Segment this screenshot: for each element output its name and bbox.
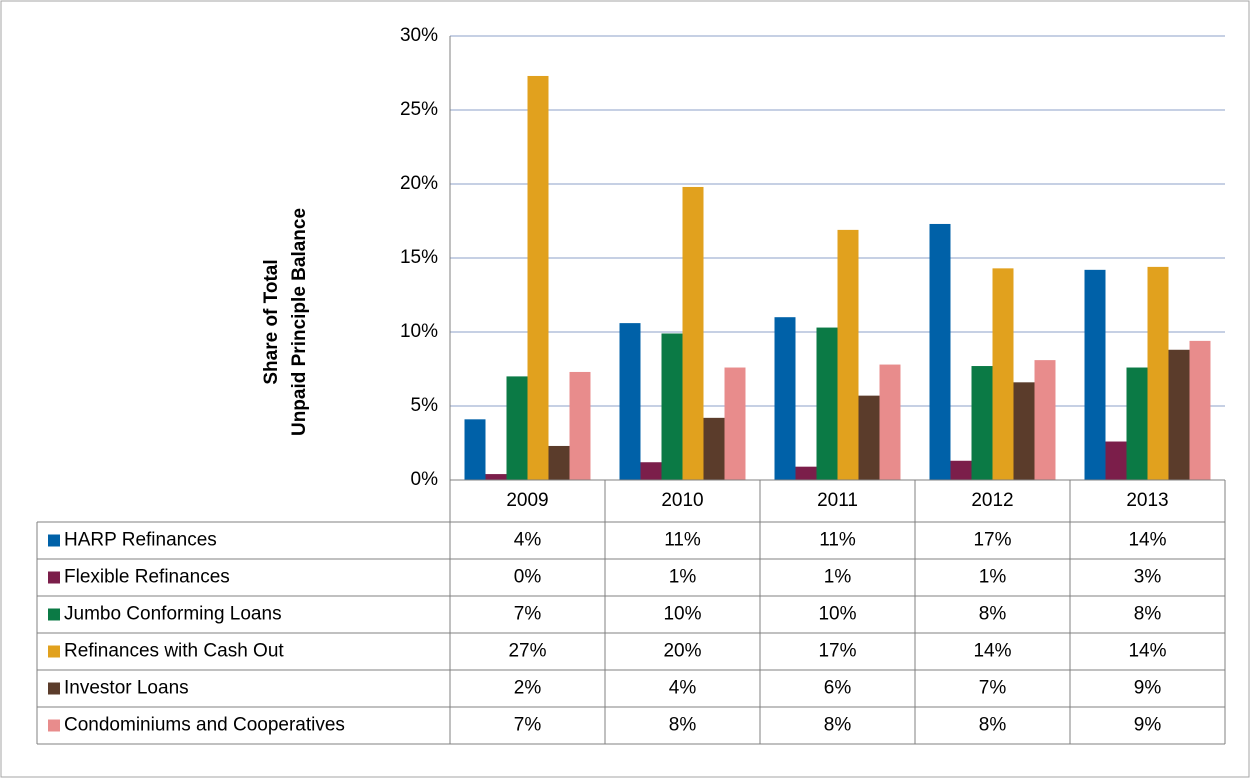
table-value: 7%: [979, 678, 1007, 699]
bar: [1013, 382, 1035, 480]
legend-label: Refinances with Cash Out: [64, 641, 284, 662]
bar: [485, 474, 507, 480]
table-value: 11%: [819, 530, 856, 551]
bar: [1147, 266, 1169, 480]
bar: [774, 317, 796, 480]
bar: [464, 419, 486, 480]
legend-label: HARP Refinances: [64, 530, 217, 551]
legend-label: Flexible Refinances: [64, 567, 230, 588]
y-tick-label: 30%: [400, 25, 438, 46]
legend-key: [48, 571, 60, 584]
table-value: 8%: [1134, 604, 1162, 625]
bar: [1105, 441, 1127, 480]
table-value: 20%: [663, 641, 701, 662]
table-value: 1%: [669, 567, 697, 588]
table-value: 1%: [824, 567, 852, 588]
bar: [950, 460, 972, 480]
y-axis-title: Unpaid Principle Balance: [289, 208, 310, 436]
table-value: 2%: [514, 678, 542, 699]
table-value: 8%: [979, 604, 1007, 625]
x-tick-label: 2009: [506, 490, 548, 511]
legend-key: [48, 682, 60, 695]
table-value: 8%: [979, 715, 1007, 736]
bar: [640, 462, 662, 480]
table-value: 14%: [1128, 530, 1166, 551]
bar: [879, 364, 901, 480]
bar: [527, 75, 549, 481]
table-value: 0%: [514, 567, 542, 588]
bar: [1084, 269, 1106, 480]
bar: [1034, 360, 1056, 480]
table-value: 8%: [669, 715, 697, 736]
bar: [703, 417, 725, 480]
bar: [682, 186, 704, 480]
legend-label: Condominiums and Cooperatives: [64, 715, 345, 736]
legend-label: Investor Loans: [64, 678, 189, 699]
legend-key: [48, 608, 60, 621]
y-tick-label: 5%: [411, 395, 439, 416]
bar: [506, 376, 528, 480]
bar: [992, 268, 1014, 480]
table-value: 17%: [818, 641, 856, 662]
table-value: 9%: [1134, 715, 1162, 736]
y-tick-label: 25%: [400, 99, 438, 120]
bar: [795, 466, 817, 480]
bar: [929, 223, 951, 480]
table-value: 7%: [514, 715, 542, 736]
legend-key: [48, 719, 60, 732]
legend-label: Jumbo Conforming Loans: [64, 604, 282, 625]
bar: [569, 371, 591, 480]
bar: [858, 395, 880, 480]
table-value: 1%: [979, 567, 1007, 588]
table-value: 11%: [664, 530, 701, 551]
y-tick-label: 20%: [400, 173, 438, 194]
x-tick-label: 2010: [661, 490, 703, 511]
y-tick-label: 10%: [400, 321, 438, 342]
bar: [971, 366, 993, 480]
bar: [1168, 349, 1190, 480]
table-value: 8%: [824, 715, 852, 736]
bar: [724, 367, 746, 480]
bar: [1189, 340, 1211, 480]
table-value: 7%: [514, 604, 542, 625]
table-value: 14%: [1128, 641, 1166, 662]
legend-key: [48, 645, 60, 658]
bar: [1126, 367, 1148, 480]
bar: [837, 229, 859, 480]
x-tick-label: 2013: [1126, 490, 1168, 511]
table-value: 27%: [508, 641, 546, 662]
y-axis-title: Share of Total: [261, 259, 282, 384]
bar: [816, 327, 838, 480]
table-value: 3%: [1134, 567, 1162, 588]
table-value: 6%: [824, 678, 852, 699]
x-tick-label: 2012: [971, 490, 1013, 511]
y-tick-label: 0%: [411, 469, 439, 490]
table-value: 10%: [818, 604, 856, 625]
bar: [661, 333, 683, 480]
legend-key: [48, 534, 60, 547]
table-value: 17%: [973, 530, 1011, 551]
bar: [619, 323, 641, 480]
y-tick-label: 15%: [400, 247, 438, 268]
table-value: 14%: [973, 641, 1011, 662]
table-value: 4%: [514, 530, 542, 551]
x-tick-label: 2011: [817, 490, 858, 511]
bar: [548, 445, 570, 480]
table-value: 9%: [1134, 678, 1162, 699]
table-value: 10%: [663, 604, 701, 625]
table-value: 4%: [669, 678, 697, 699]
